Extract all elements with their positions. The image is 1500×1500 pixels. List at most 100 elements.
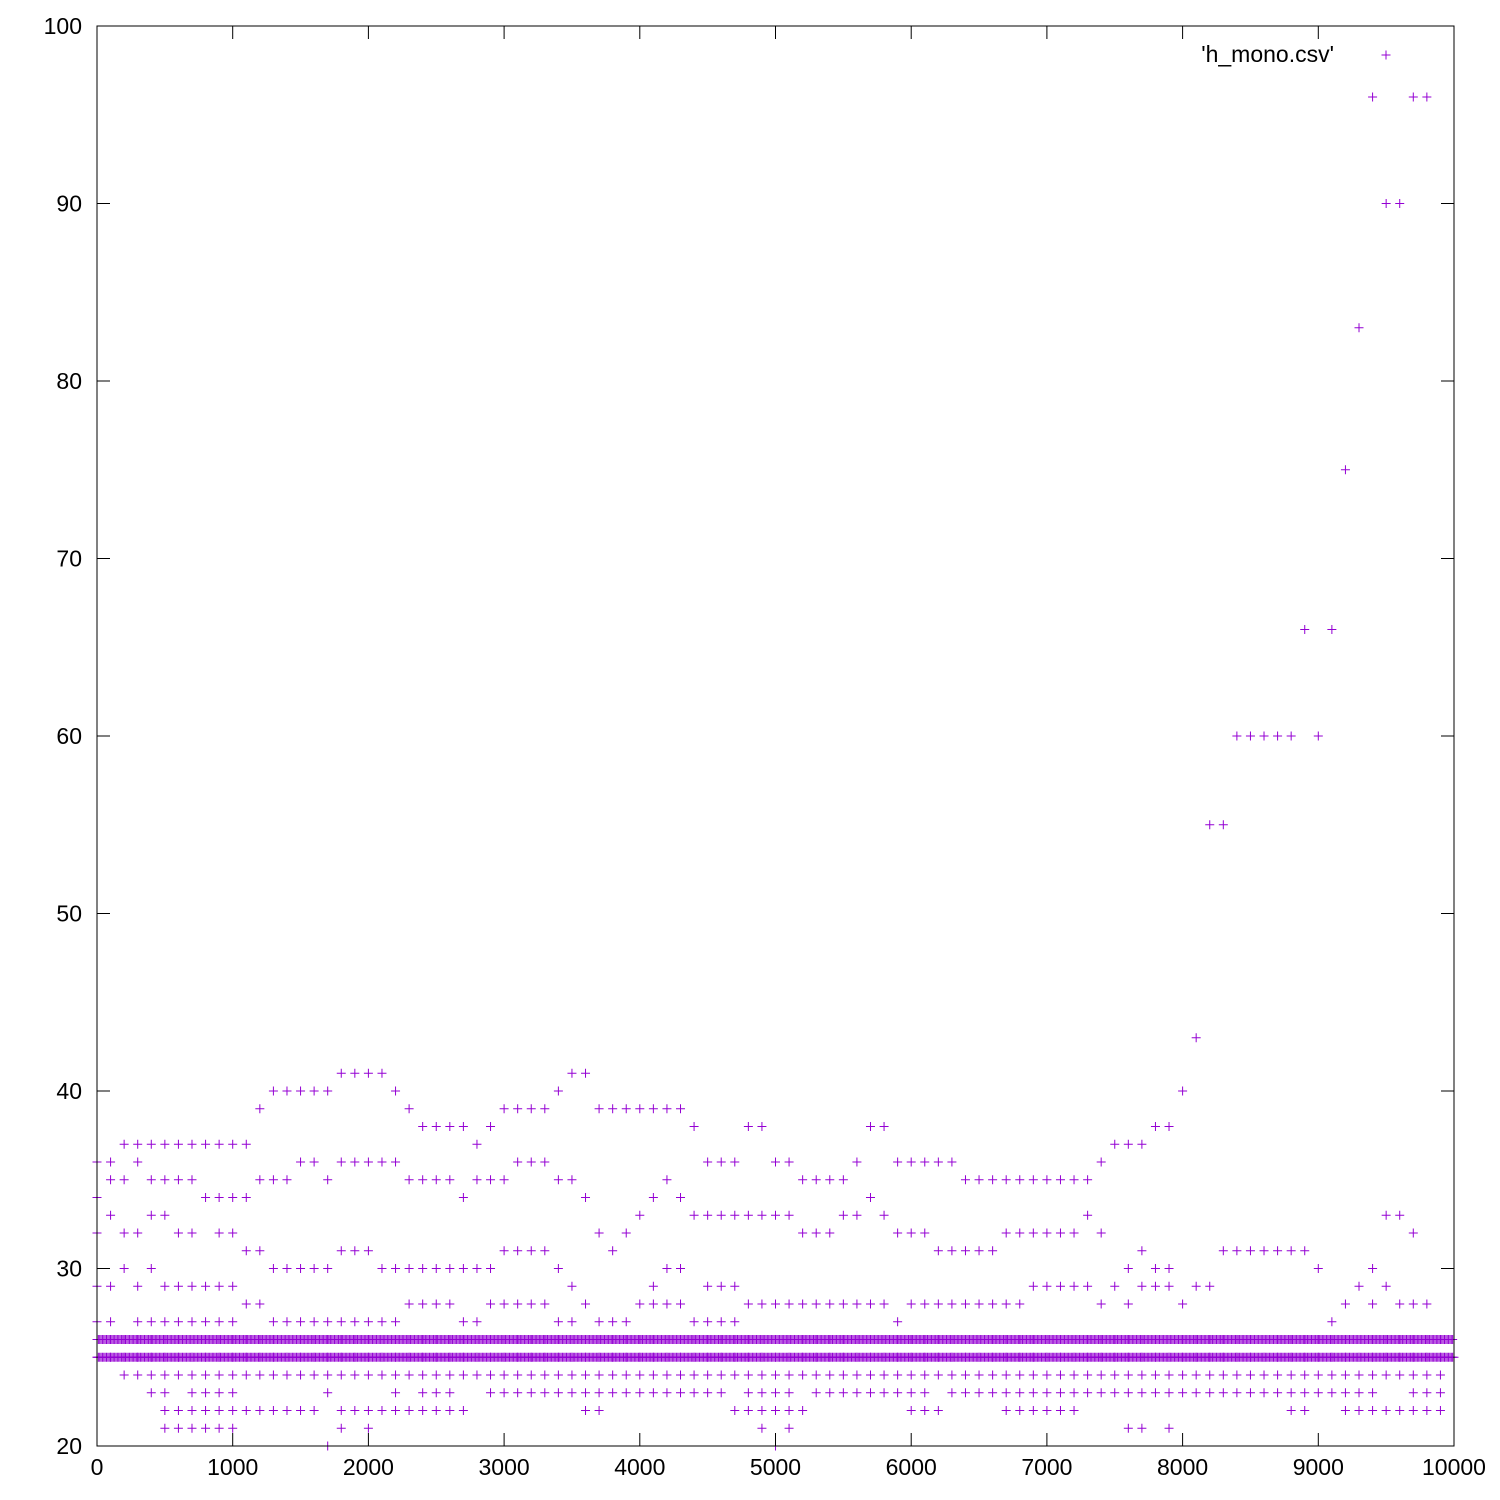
data-point (1408, 1335, 1418, 1344)
data-point (757, 1299, 767, 1309)
x-tick-label: 10000 (1422, 1454, 1486, 1480)
data-point (1015, 1352, 1025, 1362)
data-point (106, 1157, 116, 1167)
data-point (676, 1299, 686, 1309)
data-point (716, 1157, 726, 1167)
data-point (947, 1335, 957, 1344)
data-point (852, 1370, 862, 1380)
data-point (363, 1335, 373, 1344)
data-point (1354, 1281, 1364, 1291)
data-point (757, 1423, 767, 1433)
data-point (838, 1370, 848, 1380)
data-point (1286, 1406, 1296, 1415)
x-tick-label: 3000 (479, 1454, 530, 1480)
data-point (906, 1352, 916, 1362)
data-point (296, 1370, 306, 1380)
data-point (703, 1335, 713, 1344)
data-point (418, 1122, 428, 1131)
data-point (1028, 1388, 1038, 1398)
data-point (1042, 1352, 1052, 1362)
data-point (296, 1086, 306, 1096)
data-point (689, 1122, 699, 1131)
data-point (1245, 1352, 1255, 1362)
data-point (377, 1352, 387, 1362)
data-point (309, 1352, 319, 1362)
data-point (1096, 1352, 1106, 1362)
data-point (513, 1388, 523, 1398)
data-point (1286, 1335, 1296, 1344)
data-point (309, 1406, 319, 1415)
data-point (1178, 1299, 1188, 1309)
data-point (553, 1264, 563, 1273)
data-point (1395, 1335, 1405, 1344)
data-point (1313, 1352, 1323, 1362)
data-point (703, 1210, 713, 1220)
data-point (214, 1317, 224, 1327)
data-point (391, 1317, 401, 1327)
data-point (703, 1370, 713, 1380)
data-point (1232, 1388, 1242, 1398)
data-point (1001, 1299, 1011, 1309)
data-point (730, 1281, 740, 1291)
data-point (1422, 1352, 1432, 1362)
data-point (1055, 1175, 1065, 1185)
data-point (296, 1352, 306, 1362)
data-point (1205, 1335, 1215, 1344)
data-point (838, 1210, 848, 1220)
data-point (268, 1370, 278, 1380)
data-point (1368, 1370, 1378, 1380)
data-point (852, 1299, 862, 1309)
data-point (336, 1157, 346, 1167)
data-point (1015, 1388, 1025, 1398)
data-point (1368, 1352, 1378, 1362)
data-point (1354, 1388, 1364, 1398)
data-point (771, 1406, 780, 1415)
data-point (526, 1157, 536, 1167)
data-point (526, 1370, 536, 1380)
data-point (988, 1299, 998, 1309)
data-point (974, 1299, 984, 1309)
data-point (906, 1406, 916, 1415)
data-point (350, 1068, 360, 1078)
x-tick-label: 9000 (1293, 1454, 1344, 1480)
data-point (1422, 92, 1432, 102)
data-point (336, 1352, 346, 1362)
data-point (811, 1228, 821, 1238)
data-point (241, 1370, 251, 1380)
data-point (933, 1299, 943, 1309)
data-point (404, 1335, 414, 1344)
data-point (1150, 1370, 1160, 1380)
data-point (635, 1335, 645, 1344)
data-point (1381, 1335, 1391, 1344)
data-point (960, 1388, 970, 1398)
data-point (676, 1264, 686, 1273)
data-point (241, 1246, 251, 1256)
data-point (1178, 1086, 1188, 1096)
data-point (811, 1299, 821, 1309)
data-point (1368, 1388, 1378, 1398)
data-point (1300, 1388, 1310, 1398)
data-point (1137, 1352, 1147, 1362)
data-point (838, 1352, 848, 1362)
data-point (743, 1406, 753, 1415)
x-tick-label: 8000 (1157, 1454, 1208, 1480)
data-point (1245, 1388, 1255, 1398)
data-point (730, 1352, 740, 1362)
data-point (1001, 1175, 1011, 1185)
data-point (146, 1317, 156, 1327)
data-point (757, 1388, 767, 1398)
data-point (743, 1210, 753, 1220)
data-point (1435, 1352, 1445, 1362)
data-point (1123, 1352, 1133, 1362)
data-point (1164, 1122, 1174, 1131)
data-point (323, 1317, 333, 1327)
data-point (282, 1317, 292, 1327)
data-point (1313, 1335, 1323, 1344)
data-point (458, 1264, 468, 1273)
data-point (1395, 199, 1405, 208)
data-point (241, 1193, 251, 1202)
data-point (540, 1335, 550, 1344)
data-point (621, 1335, 631, 1344)
data-point (906, 1335, 916, 1344)
